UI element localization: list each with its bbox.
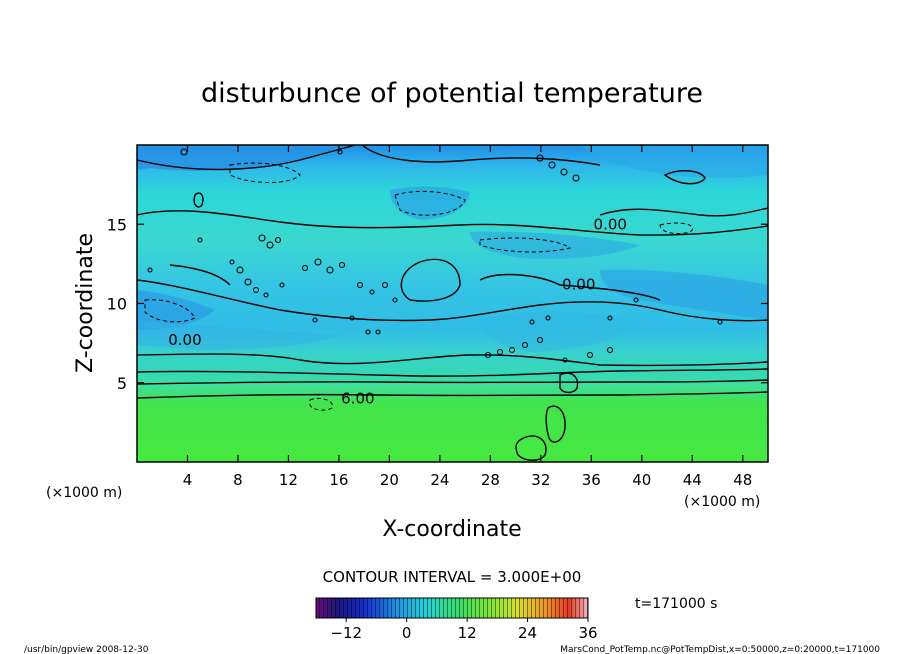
colorbar-tick-label-0: −12 (330, 624, 362, 642)
x-axis-label: X-coordinate (382, 517, 521, 542)
x-tick-label-6: 28 (481, 471, 500, 489)
contour-label-1: 0.00 (562, 275, 595, 293)
field-patch (470, 231, 640, 259)
colorbar-stripes (316, 598, 588, 618)
contour-label-2: 0.00 (168, 331, 201, 349)
x-tick-label-8: 36 (582, 471, 601, 489)
x-unit-right: (×1000 m) (684, 494, 760, 510)
x-tick-label-11: 48 (733, 471, 752, 489)
colorbar-tick-label-4: 36 (578, 624, 597, 642)
y-tick-label-0: 5 (117, 374, 127, 393)
y-axis: 5 10 15 (107, 215, 768, 393)
contour-interval-label: CONTOUR INTERVAL = 3.000E+00 (323, 568, 582, 586)
x-tick-label-1: 8 (233, 471, 243, 489)
contour-lines (137, 145, 768, 461)
colorbar-ticks: −12 0 12 24 36 (330, 618, 598, 642)
negative-contours (144, 162, 693, 411)
y-axis-label: Z-coordinate (73, 233, 98, 373)
y-tick-label-1: 10 (107, 295, 127, 314)
x-tick-label-9: 40 (632, 471, 651, 489)
colorbar-tick-label-3: 24 (518, 624, 537, 642)
colorbar-tick-label-2: 12 (458, 624, 477, 642)
x-tick-label-4: 20 (380, 471, 399, 489)
field-patch (480, 311, 640, 352)
x-axis: 4 8 12 16 20 24 28 32 36 40 44 48 (183, 145, 752, 489)
x-tick-label-10: 44 (683, 471, 702, 489)
time-label: t=171000 s (635, 596, 717, 612)
contour-label-0: 0.00 (594, 215, 627, 233)
field-patch (137, 320, 340, 350)
chart-title: disturbunce of potential temperature (201, 78, 703, 109)
x-tick-label-5: 24 (430, 471, 449, 489)
x-tick-label-0: 4 (183, 471, 193, 489)
footer-left: /usr/bin/gpview 2008-12-30 (24, 645, 149, 654)
field-patch (137, 290, 215, 330)
colorbar-tick-label-1: 0 (402, 624, 412, 642)
colorbar: −12 0 12 24 36 (315, 597, 598, 642)
footer-right: MarsCond_PotTemp.nc@PotTempDist,x=0:5000… (560, 645, 880, 654)
plot-field (137, 145, 768, 462)
x-unit-left: (×1000 m) (46, 485, 122, 501)
contour-labels: 0.00 0.00 0.00 6.00 (168, 215, 627, 407)
x-tick-label-7: 32 (531, 471, 550, 489)
y-tick-label-2: 15 (107, 215, 127, 234)
field-patch (580, 145, 768, 178)
small-cells (147, 148, 723, 363)
x-tick-label-3: 16 (329, 471, 348, 489)
contour-label-3: 6.00 (341, 390, 374, 408)
x-tick-label-2: 12 (279, 471, 298, 489)
colorbar-frame (315, 597, 589, 619)
field-patch (600, 269, 768, 320)
